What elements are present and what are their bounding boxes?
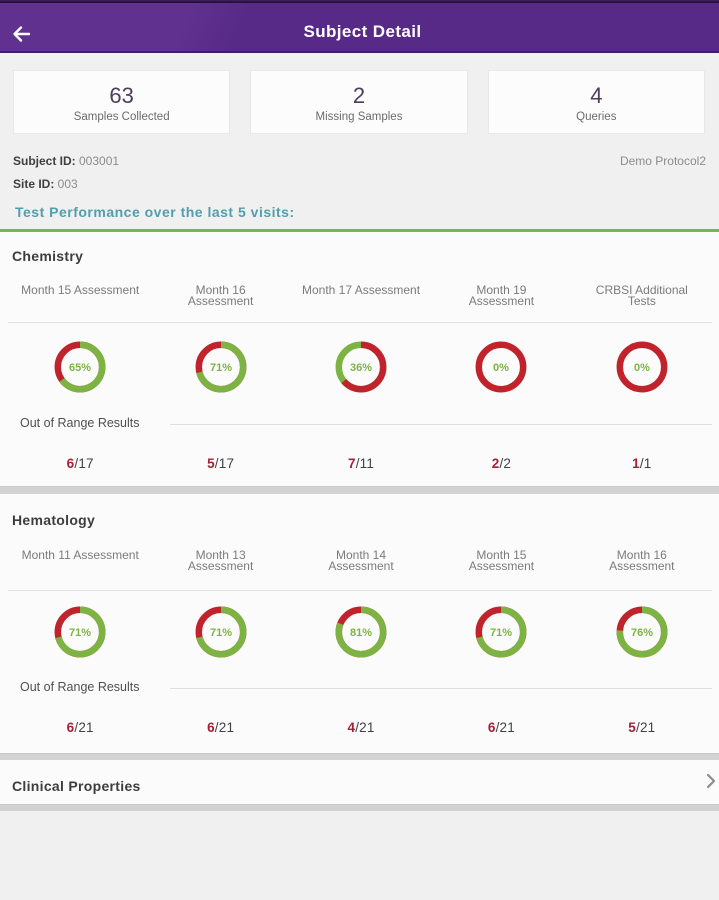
svg-text:36%: 36% xyxy=(350,362,372,374)
svg-text:81%: 81% xyxy=(350,627,372,639)
svg-text:0%: 0% xyxy=(634,362,650,374)
svg-text:71%: 71% xyxy=(210,362,232,374)
svg-text:76%: 76% xyxy=(631,627,653,639)
svg-text:65%: 65% xyxy=(69,362,91,374)
svg-text:0%: 0% xyxy=(493,362,509,374)
svg-text:71%: 71% xyxy=(490,627,512,639)
svg-text:71%: 71% xyxy=(210,627,232,639)
svg-text:71%: 71% xyxy=(69,627,91,639)
